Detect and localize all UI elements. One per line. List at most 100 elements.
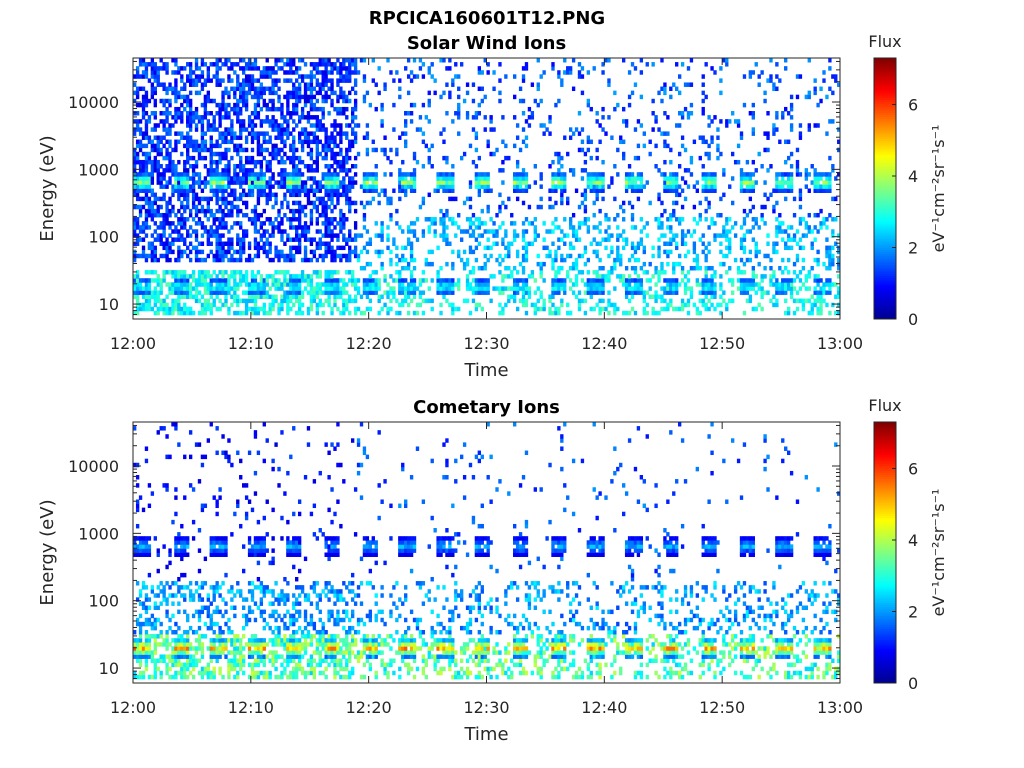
heatmap-cell [775,176,779,181]
heatmap-cell [536,86,540,92]
heatmap-cell [663,159,667,165]
heatmap-cell [168,86,172,92]
heatmap-cell [465,111,470,116]
heatmap-cell [451,278,455,283]
heatmap-cell [554,282,558,287]
heatmap-cell [312,204,317,210]
heatmap-cell [218,176,222,181]
heatmap-cell [342,278,346,283]
heatmap-cell [445,208,449,214]
heatmap-cell [247,86,252,92]
heatmap-cell [212,123,216,128]
heatmap-cell [457,74,461,79]
heatmap-cell [577,298,582,304]
heatmap-cell [489,119,493,124]
heatmap-cell [209,184,213,189]
heatmap-cell [507,274,511,279]
heatmap-cell [669,159,673,165]
heatmap-cell [141,159,146,165]
heatmap-cell [792,310,797,316]
heatmap-cell [230,237,234,242]
heatmap-cell [380,225,384,230]
heatmap-cell [563,135,567,140]
heatmap-cell [542,245,546,251]
heatmap-cell [595,119,599,124]
heatmap-cell [725,306,729,312]
heatmap-cell [789,286,794,291]
heatmap-cell [772,82,776,87]
heatmap-cell [147,135,152,140]
heatmap-cell [772,188,776,193]
heatmap-cell [188,111,193,116]
heatmap-cell [406,74,411,79]
heatmap-cell [624,123,629,128]
heatmap-cell [250,274,255,279]
heatmap-cell [418,115,423,120]
heatmap-cell [769,274,773,279]
heatmap-cell [206,282,210,287]
heatmap-cell [380,119,384,124]
heatmap-cell [309,74,314,79]
heatmap-cell [292,225,296,230]
heatmap-cell [218,249,222,255]
heatmap-cell [504,143,508,149]
heatmap-cell [268,151,272,157]
heatmap-cell [197,180,202,185]
heatmap-cell [321,233,325,238]
heatmap-cell [277,151,281,157]
heatmap-cell [401,229,405,234]
heatmap-cell [404,192,408,198]
heatmap-cell [218,111,222,116]
heatmap-cell [551,159,555,165]
heatmap-cell [138,168,143,173]
heatmap-cell [722,168,726,173]
heatmap-cell [215,253,219,259]
heatmap-cell [191,229,196,234]
heatmap-cell [353,70,358,75]
heatmap-cell [445,212,449,218]
heatmap-cell [725,270,729,275]
heatmap-cell [183,278,187,283]
heatmap-cell [262,286,266,291]
heatmap-cell [713,237,717,242]
heatmap-cell [135,217,140,222]
heatmap-cell [577,204,582,210]
heatmap-cell [212,143,216,149]
heatmap-cell [297,208,302,214]
heatmap-cell [174,237,178,242]
heatmap-cell [144,282,149,287]
heatmap-cell [274,119,278,124]
heatmap-cell [568,168,573,173]
heatmap-cell [312,131,317,136]
heatmap-cell [568,66,573,71]
heatmap-cell [318,298,322,304]
heatmap-cell [171,188,175,193]
heatmap-cell [766,253,770,259]
heatmap-cell [203,184,208,189]
heatmap-cell [165,204,169,210]
heatmap-cell [215,188,219,193]
heatmap-cell [786,245,791,251]
heatmap-cell [633,184,638,189]
heatmap-cell [333,62,337,67]
heatmap-cell [236,241,240,246]
heatmap-cell [177,233,181,238]
heatmap-cell [480,306,484,312]
heatmap-cell [336,290,340,295]
heatmap-cell [680,265,685,271]
heatmap-cell [274,106,278,112]
heatmap-cell [716,147,720,153]
heatmap-cell [271,298,275,304]
heatmap-cell [548,131,552,136]
heatmap-cell [153,310,157,316]
heatmap-cell [468,180,473,185]
heatmap-cell [153,86,157,92]
heatmap-cell [244,204,249,210]
heatmap-cell [739,180,744,185]
heatmap-cell [778,265,782,271]
heatmap-cell [680,237,685,242]
heatmap-cell [524,302,529,308]
heatmap-cell [221,94,225,100]
heatmap-cell [153,208,157,214]
heatmap-cell [333,302,337,308]
